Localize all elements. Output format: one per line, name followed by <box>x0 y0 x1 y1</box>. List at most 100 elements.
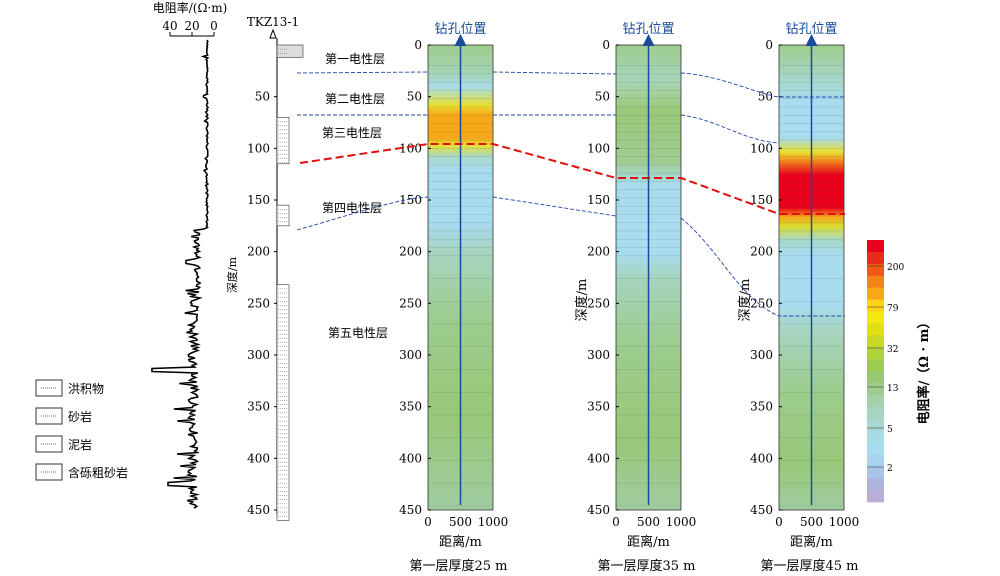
borehole-position-label: 钻孔位置 <box>434 22 486 37</box>
colorbar-tick-label: 5 <box>887 425 893 435</box>
layer-label-2: 第二电性层 <box>325 92 385 106</box>
depth-axis-label: 深度/m <box>574 279 590 322</box>
colorbar-swatch <box>867 466 884 479</box>
depth-tick-label: 250 <box>399 296 422 310</box>
well-name: TKZ13-1 <box>247 15 299 29</box>
log-tick-label: 40 <box>162 19 177 33</box>
colorbar-label: 电阻率/（Ω · m） <box>916 316 932 425</box>
colorbar-swatch <box>867 287 884 300</box>
lithology-block <box>276 117 290 165</box>
legend-label: 洪积物 <box>68 382 104 396</box>
depth-tick-label: 100 <box>750 141 773 155</box>
resistivity-log-curve <box>151 39 210 509</box>
depth-tick-label: 200 <box>750 245 773 259</box>
interface-1-2 <box>296 71 845 98</box>
borehole-position-label: 钻孔位置 <box>622 22 674 37</box>
log-title: 电阻率/(Ω·m) <box>153 0 228 15</box>
depth-tick-label: 350 <box>750 400 773 414</box>
distance-tick-label: 500 <box>637 515 660 529</box>
colorbar-swatch <box>867 263 884 277</box>
well-depth-tick-label: 300 <box>247 348 270 362</box>
well-depth-tick-label: 200 <box>247 245 270 259</box>
colorbar-swatch <box>867 371 884 384</box>
depth-tick-label: 200 <box>587 245 610 259</box>
distance-tick-label: 1000 <box>666 515 697 529</box>
distance-axis-label: 距离/m <box>790 534 833 550</box>
depth-tick-label: 250 <box>587 296 610 310</box>
colorbar-tick-label: 13 <box>887 384 899 394</box>
distance-axis-label: 距离/m <box>627 534 670 550</box>
lithology-block <box>276 204 290 227</box>
layer-label-1: 第一电性层 <box>325 52 385 66</box>
panel-caption: 第一层厚度45 m <box>760 558 858 574</box>
panel-caption: 第一层厚度35 m <box>597 558 695 574</box>
well-depth-tick-label: 150 <box>247 193 270 207</box>
well-depth-tick-label: 100 <box>247 141 270 155</box>
depth-tick-label: 100 <box>587 141 610 155</box>
well-depth-label: 深度/m <box>225 256 239 293</box>
distance-axis-label: 距离/m <box>439 534 482 550</box>
colorbar-swatch <box>867 251 884 265</box>
lithology-block <box>276 284 290 521</box>
depth-tick-label: 0 <box>765 38 773 52</box>
depth-tick-label: 150 <box>399 193 422 207</box>
colorbar-swatch <box>867 442 884 455</box>
legend-label: 砂岩 <box>68 409 92 424</box>
borehole-position-label: 钻孔位置 <box>785 22 837 37</box>
depth-tick-label: 200 <box>399 245 422 259</box>
depth-tick-label: 300 <box>750 348 773 362</box>
depth-tick-label: 400 <box>750 451 773 465</box>
well-depth-tick-label: 350 <box>247 400 270 414</box>
depth-tick-label: 250 <box>750 296 773 310</box>
distance-tick-label: 0 <box>612 515 620 529</box>
distance-tick-label: 0 <box>424 515 432 529</box>
log-tick-label: 20 <box>184 19 199 33</box>
colorbar-swatch <box>867 240 884 253</box>
legend-label: 泥岩 <box>68 437 92 452</box>
depth-tick-label: 150 <box>587 193 610 207</box>
depth-tick-label: 0 <box>414 38 422 52</box>
depth-tick-label: 450 <box>587 503 610 517</box>
distance-tick-label: 1000 <box>829 515 860 529</box>
well-top-marker <box>269 28 277 39</box>
depth-axis-label: 深度/m <box>737 279 753 322</box>
colorbar-swatch <box>867 418 884 431</box>
depth-tick-label: 50 <box>407 90 422 104</box>
legend-label: 含砾粗砂岩 <box>68 465 128 480</box>
depth-tick-label: 350 <box>399 400 422 414</box>
depth-tick-label: 300 <box>399 348 422 362</box>
colorbar-swatch <box>867 359 884 372</box>
well-depth-tick-label: 50 <box>255 90 270 104</box>
colorbar-swatch <box>867 454 884 467</box>
layer-label-4: 第四电性层 <box>322 201 382 215</box>
colorbar-swatch <box>867 275 884 288</box>
colorbar-swatch <box>867 382 884 396</box>
colorbar-swatch <box>867 311 884 324</box>
colorbar-swatch <box>867 478 884 491</box>
interface-4-5 <box>296 196 845 317</box>
depth-tick-label: 450 <box>750 503 773 517</box>
distance-tick-label: 1000 <box>478 515 509 529</box>
colorbar-swatch <box>867 323 884 336</box>
depth-tick-label: 450 <box>399 503 422 517</box>
distance-tick-label: 0 <box>775 515 783 529</box>
colorbar-swatch <box>867 394 884 408</box>
interface-2-3 <box>297 114 780 144</box>
layer-label-5: 第五电性层 <box>328 326 388 340</box>
lithology-block <box>276 44 304 58</box>
log-tick-label: 0 <box>210 19 218 33</box>
interface-lines <box>296 71 845 317</box>
colorbar-swatch <box>867 406 884 419</box>
colorbar-swatch <box>867 335 884 348</box>
colorbar-tick-label: 2 <box>887 464 893 474</box>
depth-tick-label: 50 <box>758 90 773 104</box>
well-depth-tick-label: 400 <box>247 451 270 465</box>
depth-tick-label: 400 <box>587 451 610 465</box>
colorbar-swatch <box>867 347 884 360</box>
depth-tick-label: 300 <box>587 348 610 362</box>
